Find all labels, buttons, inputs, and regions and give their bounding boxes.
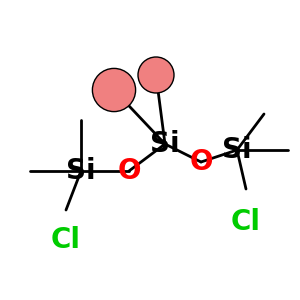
Text: O: O (117, 157, 141, 185)
Text: Si: Si (150, 130, 180, 158)
Circle shape (138, 57, 174, 93)
Circle shape (92, 68, 136, 112)
Text: Si: Si (222, 136, 252, 164)
Text: Si: Si (66, 157, 96, 185)
Text: Cl: Cl (51, 226, 81, 254)
Text: O: O (189, 148, 213, 176)
Text: Cl: Cl (231, 208, 261, 236)
